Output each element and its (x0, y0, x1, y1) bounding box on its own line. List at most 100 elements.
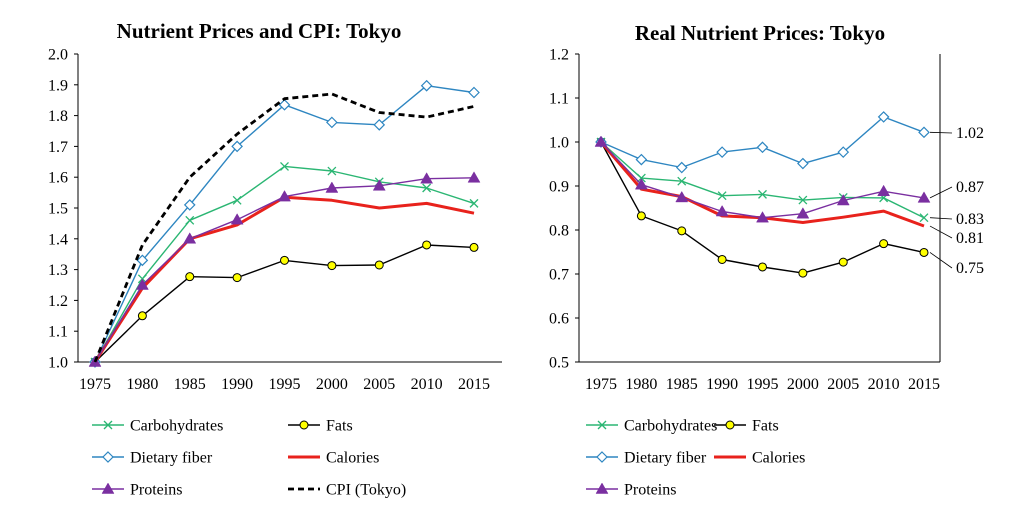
legend-item-calories: Calories (288, 450, 379, 467)
x-tick-label: 1980 (126, 376, 158, 393)
legend-label: Fats (752, 418, 779, 435)
legend-label: Calories (326, 450, 379, 467)
legend-label: Carbohydrates (624, 418, 717, 435)
marker-stroke (469, 198, 479, 208)
data-point (280, 255, 289, 265)
x-tick-label: 1990 (706, 376, 738, 393)
data-point (758, 189, 767, 199)
y-tick-label: 1.2 (48, 293, 68, 310)
chart-title: Real Nutrient Prices: Tokyo (635, 21, 885, 45)
legend-item-fats: Fats (714, 418, 779, 435)
data-point (420, 79, 433, 92)
data-point (231, 140, 243, 153)
x-tick-label: 1995 (269, 376, 301, 393)
marker-stroke (798, 195, 808, 205)
marker-stroke (717, 191, 727, 201)
legend-label: Dietary fiber (130, 450, 213, 467)
data-point (836, 194, 850, 206)
y-tick-label: 2.0 (48, 47, 68, 64)
data-point (675, 190, 689, 203)
marker-stroke (232, 195, 242, 205)
end-value-label: 0.83 (956, 211, 984, 228)
series-line (600, 141, 925, 219)
legend-label: Fats (326, 418, 353, 435)
series-proteins (88, 171, 481, 367)
data-point (716, 146, 728, 158)
data-point (232, 195, 242, 205)
data-point (183, 199, 196, 211)
data-point (280, 161, 289, 171)
data-point (278, 98, 291, 111)
legend-item-proteins: Proteins (586, 482, 676, 499)
y-tick-label: 1.9 (48, 77, 68, 94)
x-tick-label: 2015 (458, 376, 490, 393)
legend-item-carbohydrates: Carbohydrates (586, 418, 717, 435)
data-point (717, 191, 727, 201)
series-proteins (594, 135, 931, 223)
annotation-leader (929, 131, 953, 134)
series-fats (596, 137, 929, 278)
data-point (918, 126, 930, 139)
x-tick-label: 2005 (363, 376, 395, 393)
x-tick-label: 2010 (868, 376, 900, 393)
series-dietary-fiber (89, 79, 480, 368)
chart-title: Nutrient Prices and CPI: Tokyo (117, 19, 402, 43)
legend-label: Proteins (624, 482, 676, 499)
data-point (677, 176, 687, 186)
legend-item-dietary-fiber: Dietary fiber (92, 450, 213, 467)
annotation-leader (929, 186, 953, 199)
x-tick-label: 2000 (787, 376, 819, 393)
legend-marker (103, 420, 113, 430)
marker-stroke (597, 420, 607, 430)
series-calories (93, 195, 475, 363)
y-tick-label: 1.3 (48, 262, 68, 279)
marker-stroke (327, 166, 337, 176)
data-point (594, 135, 608, 147)
legend-marker (597, 420, 607, 430)
data-point (636, 211, 646, 221)
legend-item-dietary-fiber: Dietary fiber (586, 450, 707, 467)
legend-item-fats: Fats (288, 418, 353, 435)
data-point (717, 254, 727, 264)
data-point (136, 254, 149, 267)
x-tick-label: 2015 (908, 376, 940, 393)
marker-stroke (103, 420, 113, 430)
legend-item-cpi-tokyo: CPI (Tokyo) (288, 482, 406, 499)
data-point (185, 272, 195, 282)
y-tick-label: 0.7 (549, 267, 569, 284)
legend-marker (595, 482, 609, 494)
data-point (232, 273, 242, 283)
annotation-leader (929, 217, 953, 220)
marker-stroke (919, 213, 929, 223)
data-point (675, 161, 688, 174)
y-tick-label: 1.1 (48, 324, 68, 341)
series-dietary-fiber (595, 111, 930, 174)
data-point (919, 213, 929, 223)
series-line (94, 84, 475, 363)
marker-stroke (677, 176, 687, 186)
data-point (758, 262, 767, 272)
x-tick-label: 2005 (827, 376, 859, 393)
legend-item-proteins: Proteins (92, 482, 182, 499)
marker-stroke (758, 189, 767, 199)
data-point (325, 181, 339, 193)
data-point (634, 178, 648, 190)
x-tick-label: 1975 (79, 376, 111, 393)
y-tick-label: 1.7 (48, 139, 68, 156)
legend-item-calories: Calories (714, 450, 805, 467)
data-point (373, 118, 386, 131)
y-tick-label: 1.6 (48, 170, 68, 187)
series-line (93, 92, 475, 363)
data-point (230, 213, 244, 225)
data-point (183, 232, 197, 244)
legend-marker (299, 420, 309, 430)
nutrient-prices-cpi-chart: Nutrient Prices and CPI: Tokyo 1.0 1.1 1.2… (48, 19, 502, 499)
y-tick-label: 1.4 (48, 231, 68, 248)
legend-label: Dietary fiber (624, 450, 707, 467)
data-point (635, 153, 648, 166)
series-cpi-tokyo (93, 92, 475, 363)
data-point (837, 146, 850, 158)
legend-label: CPI (Tokyo) (326, 482, 406, 499)
legend-marker (102, 451, 114, 463)
